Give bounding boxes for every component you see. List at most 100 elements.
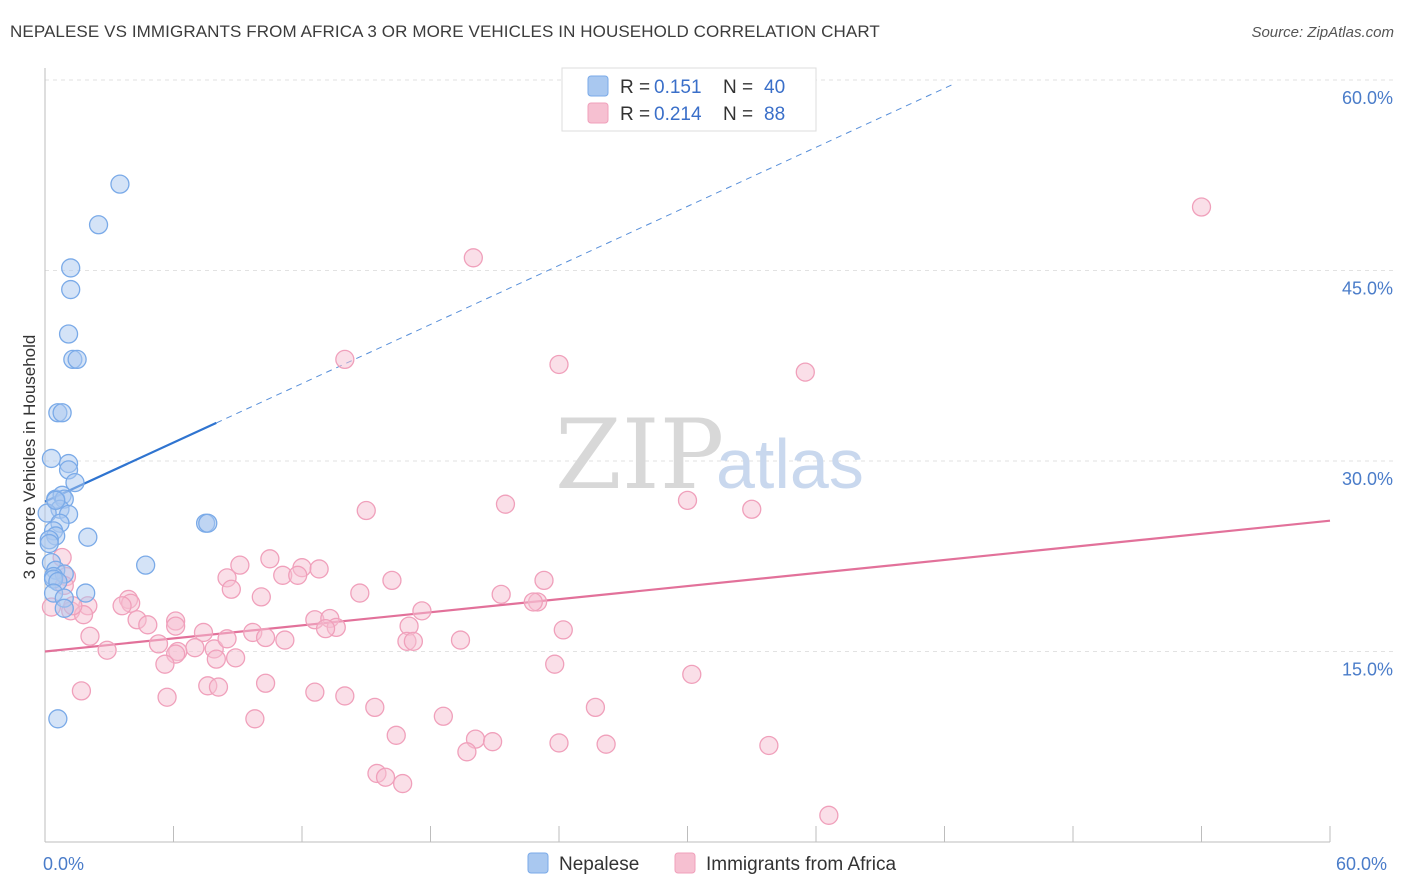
watermark: ZIP atlas [555, 399, 864, 511]
legend-box: R = 0.151 N = 40 R = 0.214 N = 88 [561, 67, 817, 132]
y-tick-label-1: 30.0% [1342, 469, 1393, 489]
point-africa-20 [221, 579, 241, 599]
point-africa-1 [463, 248, 483, 268]
legend-n-label-0: N = [723, 77, 753, 98]
point-africa-22 [251, 587, 271, 607]
legend-n-value-1: 88 [764, 104, 785, 125]
point-africa-83 [819, 805, 839, 825]
point-nepalese-39 [46, 490, 66, 511]
point-africa-41 [315, 618, 336, 639]
source-label: Source: ZipAtlas.com [1251, 24, 1394, 41]
point-africa-15 [288, 565, 308, 585]
point-africa-46 [255, 627, 276, 648]
point-africa-38 [138, 615, 158, 635]
legend-r-label-0: R = [620, 77, 650, 98]
point-africa-30 [112, 596, 132, 616]
point-africa-59 [155, 654, 175, 674]
point-nepalese-36 [76, 583, 96, 603]
point-africa-19 [534, 570, 554, 591]
point-nepalese-6 [67, 349, 87, 370]
point-africa-78 [759, 735, 779, 756]
point-nepalese-24 [39, 533, 59, 554]
legend-swatch-nepalese [587, 75, 609, 97]
point-africa-75 [482, 732, 503, 752]
point-africa-42 [553, 620, 573, 640]
point-africa-39 [165, 616, 186, 636]
point-africa-49 [450, 630, 471, 650]
legend-n-label-1: N = [723, 104, 753, 125]
point-nepalese-0 [110, 174, 130, 194]
point-africa-60 [545, 654, 565, 674]
point-africa-66 [305, 682, 325, 702]
bottom-legend-swatch-nepalese [527, 852, 549, 874]
point-africa-76 [549, 733, 569, 753]
point-africa-82 [393, 773, 413, 794]
point-africa-56 [206, 649, 226, 669]
point-africa-10 [230, 555, 250, 575]
point-africa-77 [596, 734, 616, 754]
point-nepalese-33 [136, 555, 156, 575]
point-africa-69 [365, 697, 385, 718]
point-africa-25 [491, 584, 511, 604]
legend-r-value-1: 0.214 [654, 104, 702, 125]
y-tick-labels: 15.0% 30.0% 45.0% 60.0% [1342, 88, 1393, 680]
watermark-atlas: atlas [716, 425, 864, 503]
point-africa-84 [523, 592, 543, 612]
point-nepalese-8 [52, 403, 72, 423]
bottom-legend-africa: Immigrants from Africa [706, 854, 896, 875]
point-africa-51 [403, 631, 424, 651]
point-africa-72 [245, 709, 265, 729]
point-africa-31 [412, 601, 432, 621]
legend-r-label-1: R = [620, 104, 650, 125]
point-africa-7 [356, 500, 376, 521]
point-nepalese-26 [198, 513, 218, 533]
point-africa-47 [275, 630, 295, 650]
point-africa-2 [335, 349, 355, 370]
point-africa-0 [1191, 197, 1212, 217]
y-tick-label-0: 15.0% [1342, 660, 1393, 680]
point-africa-79 [457, 742, 477, 762]
point-africa-6 [677, 490, 698, 511]
legend-n-value-0: 40 [764, 77, 785, 98]
x-tick-label-max: 60.0% [1336, 854, 1387, 874]
point-africa-62 [71, 681, 92, 701]
x-tick-label-min: 0.0% [43, 854, 84, 874]
data-points [37, 174, 1212, 825]
point-africa-70 [585, 697, 606, 718]
point-africa-45 [80, 626, 100, 646]
y-tick-label-3: 60.0% [1342, 88, 1393, 108]
point-nepalese-22 [78, 527, 98, 547]
point-africa-58 [97, 640, 117, 660]
point-africa-65 [208, 677, 229, 697]
point-africa-52 [185, 638, 205, 658]
point-nepalese-9 [41, 448, 62, 469]
x-tick-labels: 0.0% 60.0% [43, 854, 1387, 874]
point-africa-57 [225, 648, 246, 668]
y-tick-label-2: 45.0% [1342, 279, 1393, 299]
point-africa-44 [193, 622, 214, 643]
point-africa-8 [742, 499, 762, 519]
point-africa-50 [148, 634, 169, 654]
point-africa-67 [335, 686, 355, 706]
point-nepalese-12 [65, 472, 85, 493]
y-axis-label: 3 or more Vehicles in Household [20, 335, 39, 580]
point-nepalese-38 [48, 709, 68, 729]
point-africa-5 [495, 494, 516, 514]
bottom-legend: Nepalese Immigrants from Africa [527, 852, 896, 875]
point-africa-18 [382, 570, 402, 591]
point-nepalese-4 [58, 324, 79, 344]
bottom-legend-nepalese: Nepalese [559, 854, 639, 875]
point-nepalese-1 [88, 215, 109, 235]
point-africa-11 [260, 549, 280, 569]
point-africa-71 [433, 706, 454, 726]
point-nepalese-2 [61, 258, 81, 278]
point-africa-81 [375, 767, 396, 787]
trend-line-extension-0 [216, 82, 956, 424]
point-africa-68 [157, 687, 177, 707]
point-africa-61 [682, 664, 702, 685]
legend-r-value-0: 0.151 [654, 77, 702, 98]
point-nepalese-37 [54, 598, 74, 618]
chart-title: NEPALESE VS IMMIGRANTS FROM AFRICA 3 OR … [10, 22, 880, 41]
point-africa-3 [549, 354, 569, 375]
